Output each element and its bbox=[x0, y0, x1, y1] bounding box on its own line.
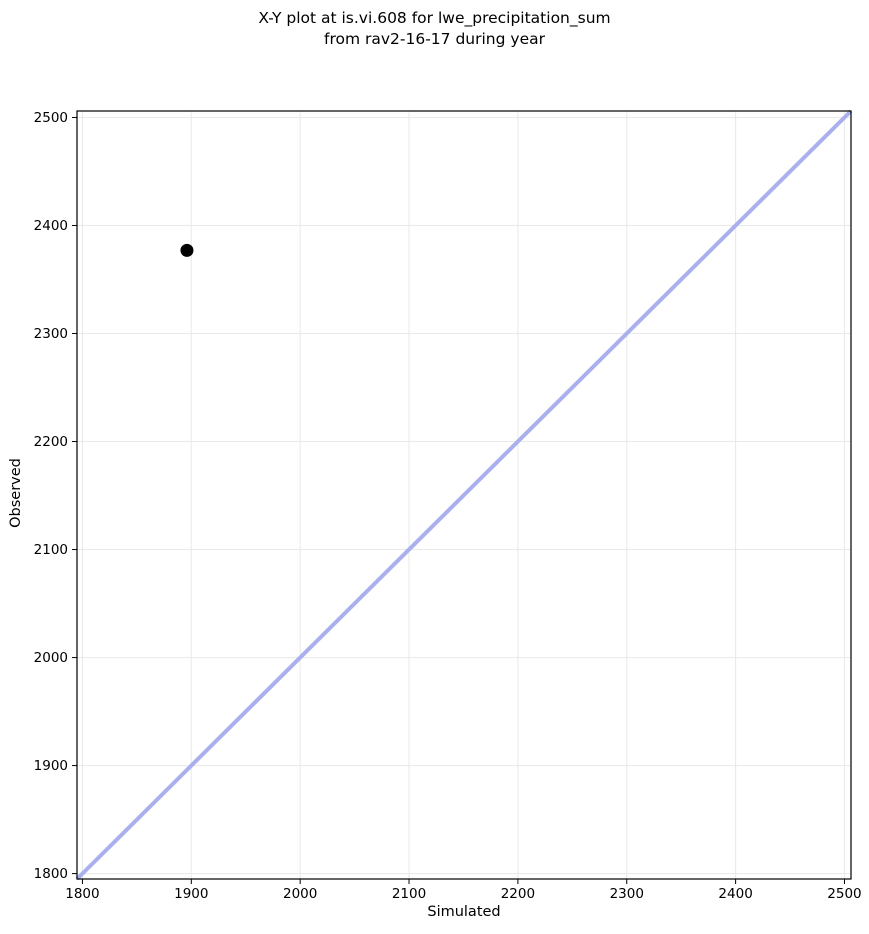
x-tick-label: 2000 bbox=[283, 886, 317, 902]
y-tick-label: 1800 bbox=[34, 866, 68, 882]
chart-title-line1: X-Y plot at is.vi.608 for lwe_precipitat… bbox=[258, 9, 611, 27]
x-tick-label: 2100 bbox=[392, 886, 426, 902]
y-tick-label: 2400 bbox=[34, 218, 68, 234]
identity-line bbox=[75, 109, 853, 881]
x-tick-label: 2200 bbox=[501, 886, 535, 902]
plot-border bbox=[76, 110, 852, 880]
y-tick-label: 2000 bbox=[34, 650, 68, 666]
data-point bbox=[180, 243, 194, 257]
y-tick-label: 1900 bbox=[34, 758, 68, 774]
x-tick-label: 2400 bbox=[718, 886, 752, 902]
x-tick-label: 2300 bbox=[610, 886, 644, 902]
x-tick-label: 1900 bbox=[174, 886, 208, 902]
y-tick-label: 2200 bbox=[34, 434, 68, 450]
y-axis-title: Observed bbox=[8, 458, 24, 528]
x-tick-label: 1800 bbox=[65, 886, 99, 902]
y-tick-label: 2500 bbox=[34, 110, 68, 126]
chart-title-line2: from rav2-16-17 during year bbox=[324, 30, 545, 48]
y-tick-label: 2100 bbox=[34, 542, 68, 558]
x-tick-label: 2500 bbox=[827, 886, 861, 902]
y-tick-label: 2300 bbox=[34, 326, 68, 342]
x-axis-title: Simulated bbox=[427, 904, 501, 920]
chart-title: X-Y plot at is.vi.608 for lwe_precipitat… bbox=[0, 8, 869, 50]
